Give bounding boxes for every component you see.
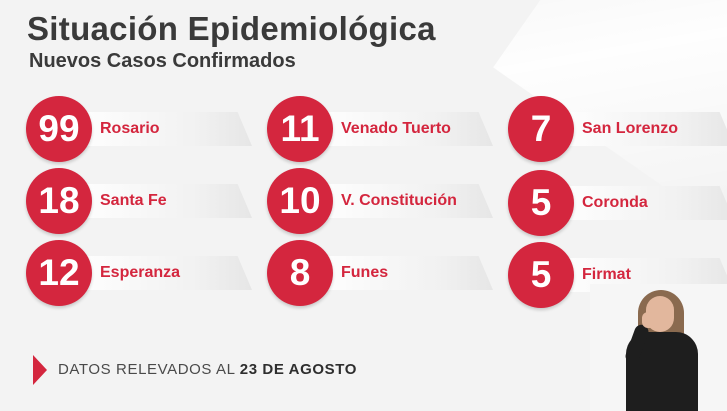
case-item-coronda: 5 Coronda <box>508 170 727 240</box>
case-count-badge: 99 <box>26 96 92 162</box>
city-label: San Lorenzo <box>582 120 679 137</box>
case-item-funes: 8 Funes <box>267 240 499 310</box>
case-count-badge: 11 <box>267 96 333 162</box>
case-count-badge: 5 <box>508 242 574 308</box>
case-count-badge: 12 <box>26 240 92 306</box>
sign-language-interpreter-video <box>590 284 727 411</box>
case-item-v-constitucion: 10 V. Constitución <box>267 168 499 238</box>
case-count-badge: 8 <box>267 240 333 306</box>
case-item-san-lorenzo: 7 San Lorenzo <box>508 96 727 166</box>
label-tab <box>72 184 252 218</box>
case-item-rosario: 99 Rosario <box>26 96 258 166</box>
label-tab <box>313 112 493 146</box>
label-tab <box>313 256 493 290</box>
case-count-badge: 5 <box>508 170 574 236</box>
case-count-badge: 7 <box>508 96 574 162</box>
case-item-esperanza: 12 Esperanza <box>26 240 258 310</box>
footer-prefix: DATOS RELEVADOS AL <box>58 361 240 378</box>
case-count-badge: 10 <box>267 168 333 234</box>
play-arrow-icon <box>33 355 47 385</box>
city-label: Funes <box>341 264 389 281</box>
label-tab <box>72 256 252 290</box>
interpreter-hand <box>642 312 655 328</box>
label-tab <box>554 186 727 220</box>
city-label: V. Constitución <box>341 192 457 209</box>
label-tab <box>554 112 727 146</box>
footer-note: DATOS RELEVADOS AL 23 DE AGOSTO <box>58 361 357 378</box>
city-label: Santa Fe <box>100 192 167 209</box>
city-label: Firmat <box>582 266 631 283</box>
page-title: Situación Epidemiológica <box>27 10 436 47</box>
label-tab <box>72 112 252 146</box>
case-count-badge: 18 <box>26 168 92 234</box>
case-item-santa-fe: 18 Santa Fe <box>26 168 258 238</box>
page-subtitle: Nuevos Casos Confirmados <box>29 50 296 72</box>
city-label: Venado Tuerto <box>341 120 451 137</box>
case-item-venado-tuerto: 11 Venado Tuerto <box>267 96 499 166</box>
label-tab <box>313 184 493 218</box>
city-label: Rosario <box>100 120 160 137</box>
footer-date: 23 DE AGOSTO <box>239 361 357 378</box>
city-label: Coronda <box>582 194 648 211</box>
city-label: Esperanza <box>100 264 181 281</box>
case-item-firmat: 5 Firmat <box>508 242 727 312</box>
